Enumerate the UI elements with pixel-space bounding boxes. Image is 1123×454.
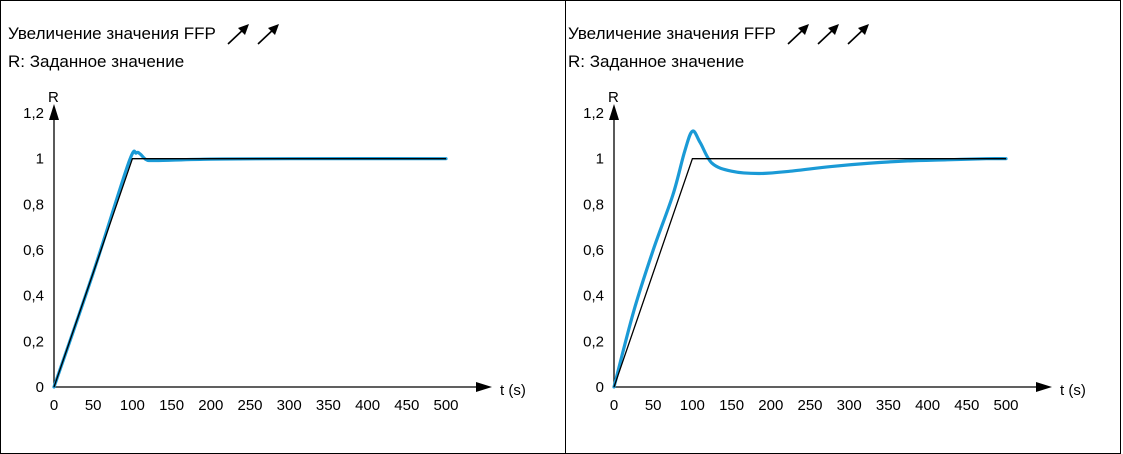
y-tick-label: 0,4 <box>23 288 44 305</box>
x-tick-label: 250 <box>797 397 822 414</box>
chart-title: Увеличение значения FFP <box>568 24 776 43</box>
x-axis-label: t (s) <box>500 382 526 399</box>
y-tick-label: 1,2 <box>583 105 604 122</box>
x-tick-label: 50 <box>645 397 662 414</box>
y-axis-arrowhead <box>49 104 59 120</box>
tick-labels: 0 50 100 150 200 250 300 350 400 450 500 0 0,2 0,4 0,6… <box>583 105 1018 414</box>
x-tick-label: 150 <box>719 397 744 414</box>
axes <box>609 104 1052 392</box>
y-axis-label: R <box>608 89 619 106</box>
x-tick-label: 150 <box>159 397 184 414</box>
response-curve <box>52 149 448 389</box>
y-tick-label: 1,2 <box>23 105 44 122</box>
x-tick-label: 0 <box>610 397 618 414</box>
arrow-up-right-icon <box>817 24 839 45</box>
title-arrows <box>227 24 279 45</box>
series-group <box>612 129 1008 389</box>
series-group <box>52 149 448 389</box>
response-curve <box>612 129 1008 389</box>
x-tick-label: 300 <box>277 397 302 414</box>
arrow-up-right-icon <box>227 24 249 45</box>
y-tick-label: 0,8 <box>23 196 44 213</box>
x-axis-arrowhead <box>476 382 492 392</box>
x-tick-label: 300 <box>837 397 862 414</box>
x-tick-label: 500 <box>993 397 1018 414</box>
y-tick-label: 0,2 <box>23 333 44 350</box>
y-tick-label: 1 <box>36 151 44 168</box>
x-tick-label: 350 <box>876 397 901 414</box>
tick-labels: 0 50 100 150 200 250 300 350 400 450 500 0 0,2 0,4 0,6… <box>23 105 458 414</box>
x-tick-label: 100 <box>680 397 705 414</box>
axes <box>49 104 492 392</box>
x-tick-label: 0 <box>50 397 58 414</box>
x-tick-label: 450 <box>394 397 419 414</box>
arrow-up-right-icon <box>787 24 809 45</box>
x-tick-label: 50 <box>85 397 102 414</box>
arrow-up-right-icon <box>257 24 279 45</box>
y-tick-label: 0,6 <box>23 242 44 259</box>
y-tick-label: 0,8 <box>583 196 604 213</box>
x-tick-label: 400 <box>355 397 380 414</box>
y-tick-label: 0 <box>596 379 604 396</box>
x-tick-label: 400 <box>915 397 940 414</box>
arrow-up-right-icon <box>847 24 869 45</box>
y-tick-label: 0,6 <box>583 242 604 259</box>
x-tick-label: 250 <box>237 397 262 414</box>
chart-subtitle: R: Заданное значение <box>568 52 744 71</box>
x-tick-label: 100 <box>120 397 145 414</box>
x-tick-label: 200 <box>198 397 223 414</box>
y-tick-label: 1 <box>596 151 604 168</box>
chart-panel-right: Увеличение значения FFP R: Заданное знач… <box>568 24 1086 414</box>
y-axis-arrowhead <box>609 104 619 120</box>
x-tick-label: 500 <box>433 397 458 414</box>
y-tick-label: 0,4 <box>583 288 604 305</box>
y-axis-label: R <box>48 89 59 106</box>
x-axis-label: t (s) <box>1060 382 1086 399</box>
x-axis-arrowhead <box>1036 382 1052 392</box>
y-tick-label: 0 <box>36 379 44 396</box>
chart-subtitle: R: Заданное значение <box>8 52 184 71</box>
y-tick-label: 0,2 <box>583 333 604 350</box>
setpoint-line <box>53 158 446 388</box>
setpoint-line <box>613 158 1006 388</box>
title-arrows <box>787 24 869 45</box>
chart-panel-left: Увеличение значения FFP R: Заданное знач… <box>8 24 526 414</box>
chart-title: Увеличение значения FFP <box>8 24 216 43</box>
x-tick-label: 450 <box>954 397 979 414</box>
x-tick-label: 350 <box>316 397 341 414</box>
x-tick-label: 200 <box>758 397 783 414</box>
